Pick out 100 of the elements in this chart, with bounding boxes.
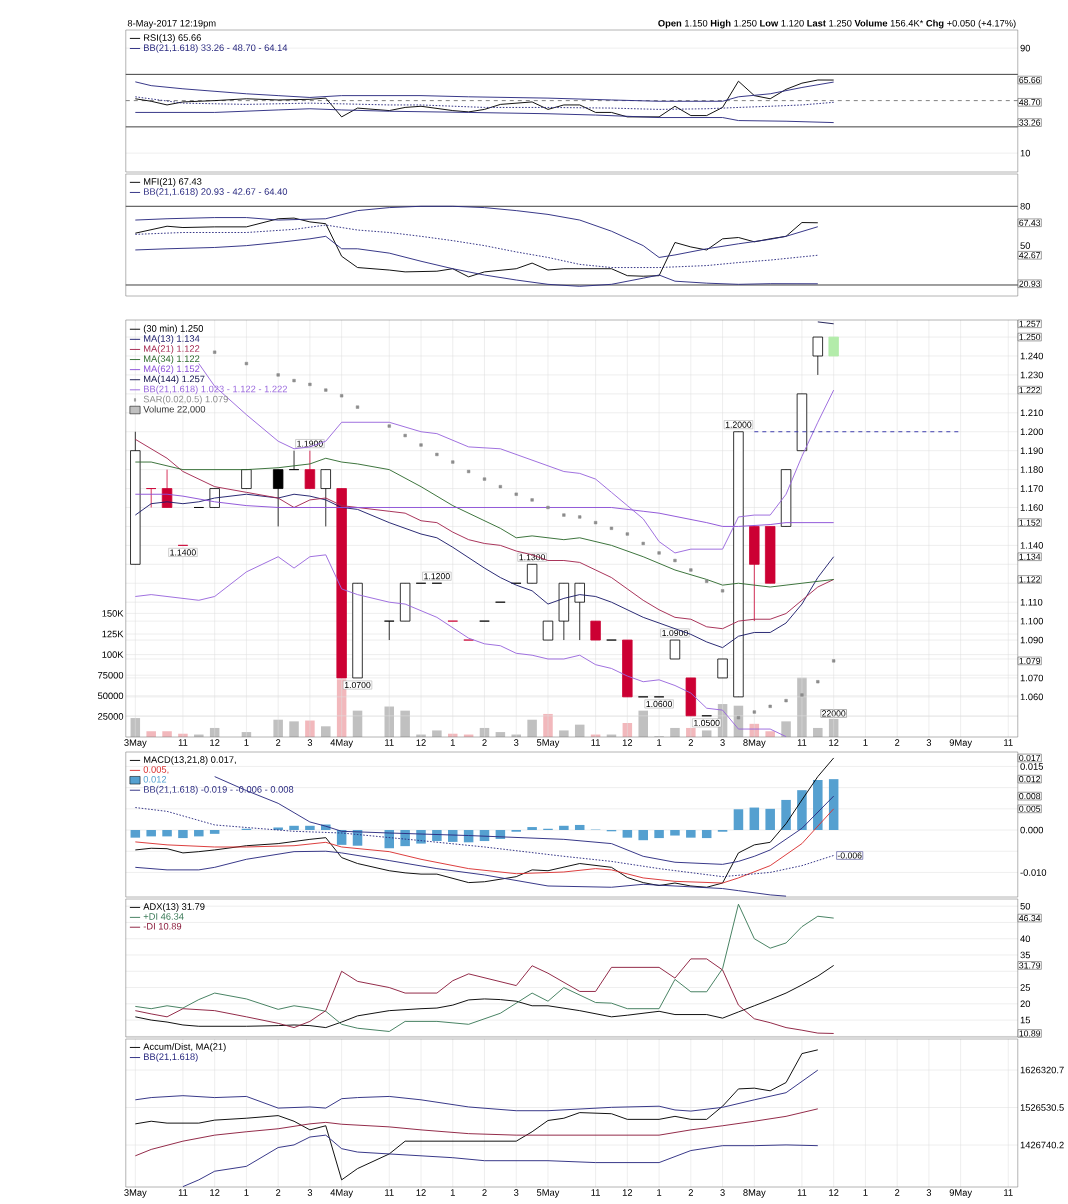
x-tick-label: 4May <box>330 739 354 748</box>
x-tick-label: 2 <box>895 739 900 746</box>
text: 1.0700 <box>345 681 371 689</box>
text: Open 1.150 High 1.250 Low 1.120 Last 1.250 Volume 156.4K* Chg +0.050 (+4.17%) <box>658 19 1016 29</box>
x-tick-label: 1 <box>450 739 455 746</box>
text: 1.0600 <box>646 700 673 707</box>
y-tick-label: 90 <box>1020 44 1031 52</box>
annotation: 20.93 <box>1019 280 1041 287</box>
y2-tick-label: 125K <box>102 630 124 638</box>
y-tick-label: 0.015 <box>1020 763 1044 770</box>
x-tick-label: 1 <box>863 739 868 746</box>
y-tick-label: 1.110 <box>1020 598 1043 606</box>
x-tick-label: 3 <box>926 1189 932 1196</box>
x-tick-label: 3 <box>514 739 519 746</box>
x-tick-label: 8May <box>743 1189 766 1198</box>
annotation: 31.79 <box>1019 962 1041 969</box>
x-tick-label: 1 <box>450 1189 455 1196</box>
x-tick-label: 11 <box>385 1189 394 1196</box>
text: 1.0900 <box>662 629 688 637</box>
x-tick-label: 3 <box>926 739 932 746</box>
x-tick-label: 5May <box>537 739 560 748</box>
legend-label: 0.012 <box>143 776 167 783</box>
x-tick-label: 3 <box>720 1189 725 1196</box>
annotation: 0.017 <box>1019 754 1041 762</box>
annotation: 46.34 <box>1019 915 1041 922</box>
legend-label: MACD(13,21,8) 0.017, <box>144 756 236 765</box>
x-tick-label: 2 <box>688 1189 694 1196</box>
annotation: 0.012 <box>1019 776 1041 783</box>
y-tick-label: 10 <box>1020 149 1031 157</box>
x-tick-label: 12 <box>829 1189 839 1196</box>
x-tick-label: 2 <box>482 739 487 746</box>
annotation: 1.250 <box>1019 333 1041 341</box>
annotation: 0.008 <box>1019 793 1041 800</box>
x-tick-label: 3May <box>124 1189 147 1198</box>
x-tick-label: 1 <box>244 1189 249 1196</box>
x-tick-label: 2 <box>895 1189 900 1196</box>
legend-label: Accum/Dist, MA(21) <box>143 1043 226 1052</box>
annotation: 67.43 <box>1019 219 1041 226</box>
x-tick-label: 11 <box>797 739 807 746</box>
legend-label: MA(21) 1.122 <box>144 345 200 354</box>
x-tick-label: 2 <box>482 1189 487 1196</box>
annotation: 65.66 <box>1019 77 1041 84</box>
legend-label: RSI(13) 65.66 <box>144 34 202 43</box>
x-tick-label: 11 <box>591 1189 601 1196</box>
y-tick-label: 1.100 <box>1020 617 1044 625</box>
annotation: 10.89 <box>1019 1030 1041 1037</box>
y-tick-label: 1.190 <box>1020 447 1044 454</box>
x-tick-label: 3May <box>124 739 147 748</box>
text: 1.2000 <box>725 421 752 428</box>
legend-label: MA(13) 1.134 <box>144 334 200 344</box>
x-tick-label: 1 <box>657 739 662 746</box>
x-tick-label: 12 <box>210 1189 220 1196</box>
y-tick-label: 20 <box>1020 1000 1031 1008</box>
x-tick-label: 3 <box>307 739 313 746</box>
y-tick-label: 50 <box>1020 902 1031 910</box>
x-tick-label: 9May <box>949 1189 973 1198</box>
x-tick-label: 1 <box>657 1189 662 1196</box>
x-tick-label: 11 <box>178 1189 188 1196</box>
x-tick-label: 12 <box>829 739 839 746</box>
y-tick-label: 1.090 <box>1020 636 1044 644</box>
y-tick-label: 1626320.7 <box>1020 1066 1064 1074</box>
x-tick-label: 3 <box>514 1189 519 1196</box>
y2-tick-label: 75000 <box>98 671 124 679</box>
chart-subtitle: 8-May-2017 12:19pm <box>127 19 216 29</box>
text: 1.1200 <box>424 573 450 580</box>
data-label: 22000 <box>822 710 846 717</box>
text: 1.1900 <box>297 440 323 447</box>
annotation: 1.134 <box>1019 553 1041 560</box>
x-tick-label: 12 <box>622 739 633 746</box>
x-tick-label: 12 <box>210 739 220 746</box>
y-tick-label: 1.200 <box>1020 428 1044 436</box>
x-tick-label: 2 <box>276 739 281 746</box>
y2-tick-label: 150K <box>102 610 124 617</box>
x-tick-label: 5May <box>537 1189 560 1198</box>
y-tick-label: 1.230 <box>1020 371 1044 379</box>
y-tick-label: 1526530.5 <box>1020 1104 1064 1111</box>
y-tick-label: 35 <box>1020 951 1031 959</box>
legend-label: Volume 22,000 <box>143 405 206 414</box>
x-tick-label: 11 <box>591 739 601 746</box>
x-tick-label: 11 <box>1004 739 1013 746</box>
y2-tick-label: 100K <box>102 651 124 658</box>
annotation: 0.005 <box>1019 805 1041 812</box>
y2-tick-label: 25000 <box>98 713 124 720</box>
y-tick-label: 80 <box>1020 202 1031 210</box>
text: 1.1400 <box>170 549 196 556</box>
annotation: 1.152 <box>1019 519 1041 526</box>
annotation: 1.079 <box>1019 657 1041 664</box>
x-tick-label: 4May <box>330 1189 354 1198</box>
annotation: 33.26 <box>1019 119 1041 126</box>
x-tick-label: 11 <box>1004 1189 1013 1196</box>
data-label: -0.006 <box>837 852 862 859</box>
legend-label: MFI(21) 67.43 <box>144 177 202 187</box>
legend-label: BB(21,1.618) 33.26 - 48.70 - 64.14 <box>144 44 288 53</box>
y2-tick-label: 50000 <box>98 692 124 700</box>
annotation: 48.70 <box>1019 99 1041 106</box>
y-tick-label: 1.180 <box>1020 466 1044 473</box>
x-tick-label: 12 <box>622 1189 633 1196</box>
legend-label: 0.005, <box>143 766 169 774</box>
x-tick-label: 2 <box>276 1189 281 1196</box>
y-tick-label: 1.240 <box>1020 352 1044 360</box>
